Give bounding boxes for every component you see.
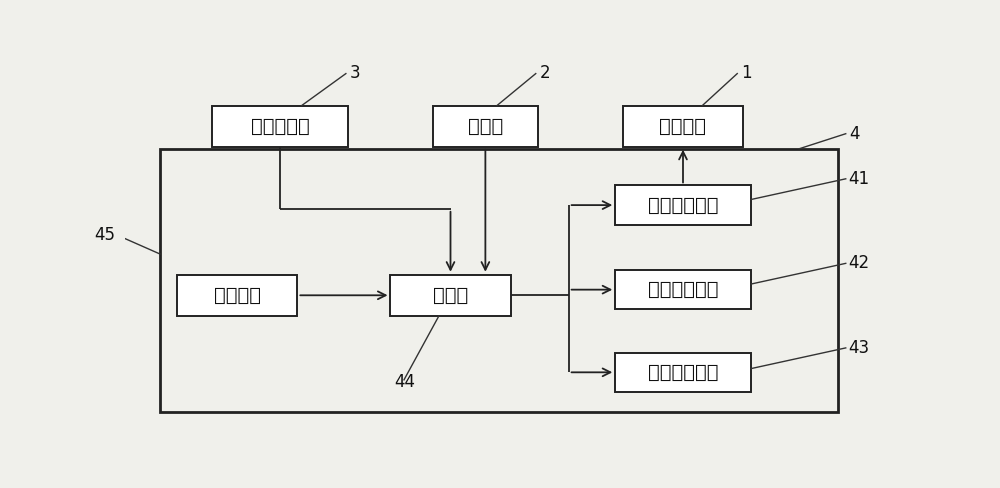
Bar: [160, 149, 838, 412]
Text: 树莓派: 树莓派: [433, 286, 468, 305]
Text: 人脸识别模块: 人脸识别模块: [648, 280, 718, 299]
Text: 2: 2: [540, 64, 550, 82]
Bar: [212, 105, 348, 147]
Bar: [615, 270, 751, 309]
Text: 41: 41: [848, 170, 869, 188]
Text: 信息显示模块: 信息显示模块: [648, 196, 718, 215]
Text: 电源模块: 电源模块: [214, 286, 261, 305]
Text: 温度传感器: 温度传感器: [251, 117, 309, 136]
Bar: [615, 185, 751, 225]
Text: 1: 1: [741, 64, 752, 82]
Text: 摄像头: 摄像头: [468, 117, 503, 136]
Bar: [615, 353, 751, 392]
Text: 肤质检测模块: 肤质检测模块: [648, 363, 718, 382]
Bar: [433, 105, 538, 147]
Text: 显示界面: 显示界面: [660, 117, 706, 136]
Bar: [623, 105, 743, 147]
Bar: [177, 275, 297, 316]
Text: 4: 4: [850, 125, 860, 142]
Text: 43: 43: [848, 339, 869, 357]
Text: 44: 44: [395, 373, 416, 391]
Bar: [390, 275, 511, 316]
Text: 3: 3: [350, 64, 360, 82]
Text: 45: 45: [94, 226, 115, 244]
Text: 42: 42: [848, 254, 869, 272]
